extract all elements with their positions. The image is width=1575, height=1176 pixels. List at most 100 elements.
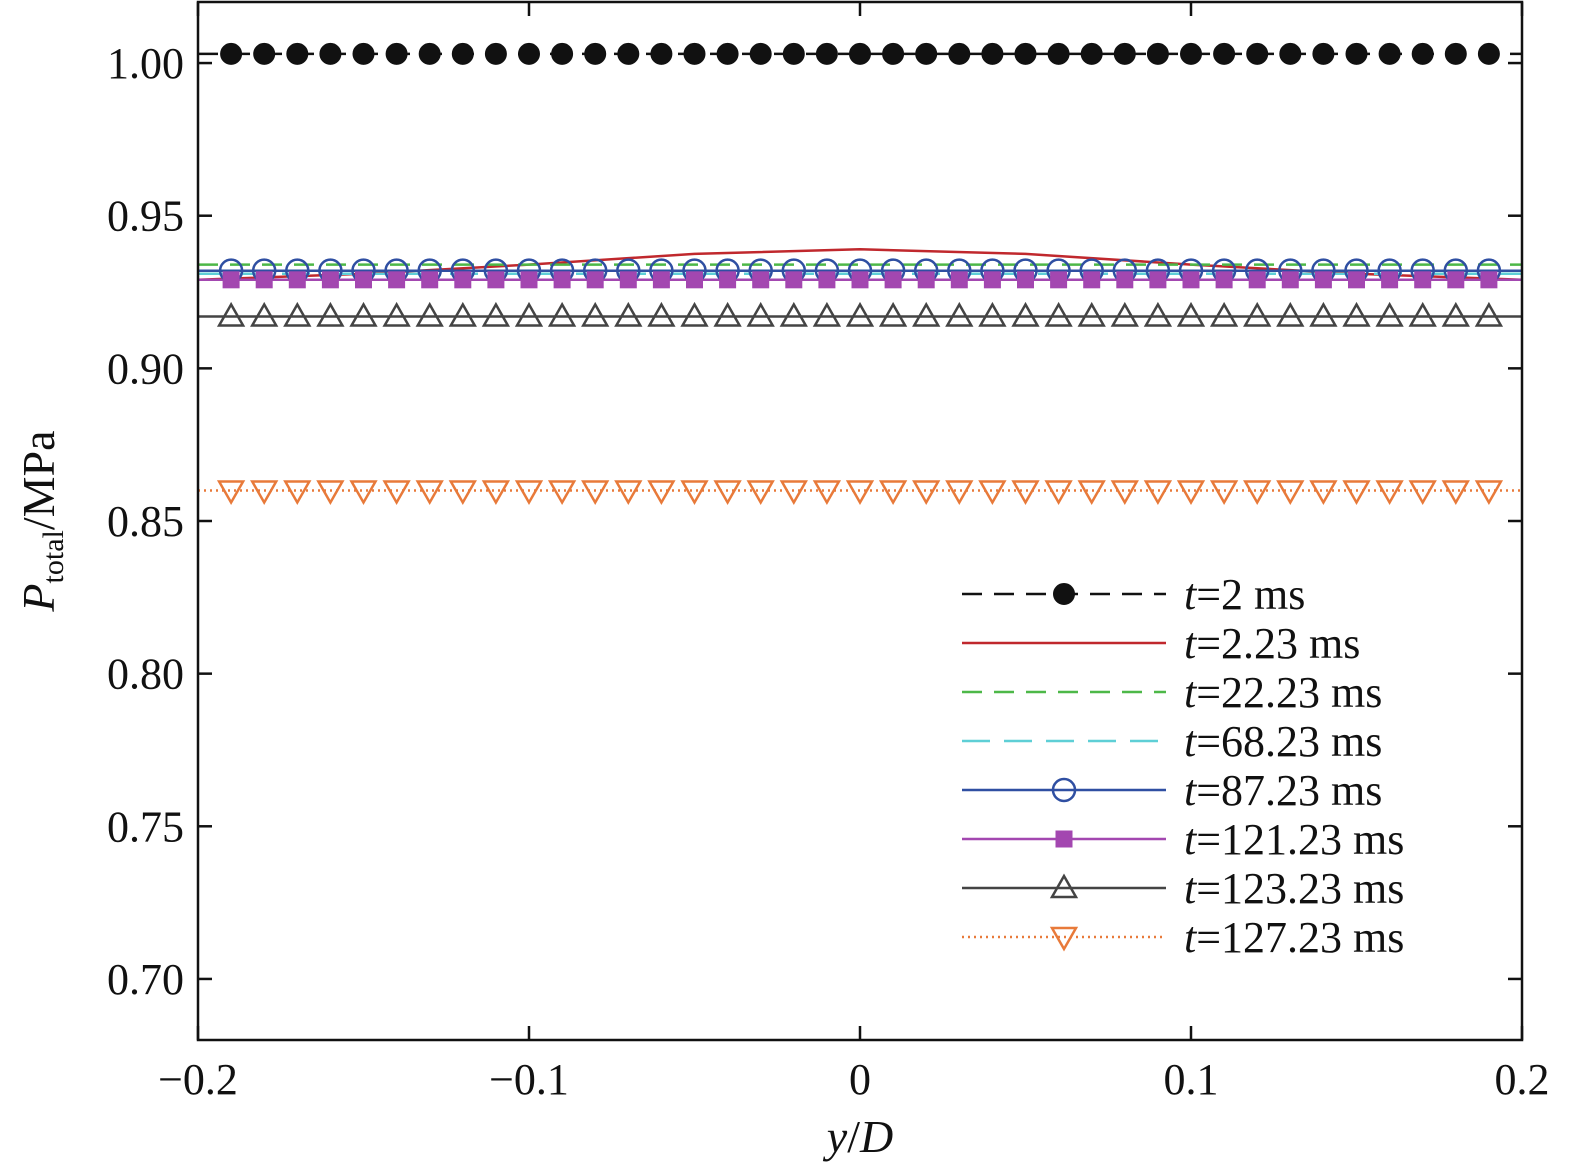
series-point bbox=[746, 480, 775, 505]
series-point bbox=[915, 42, 938, 65]
y-tick-label: 0.75 bbox=[107, 802, 184, 851]
series-point bbox=[1279, 42, 1302, 65]
series-point bbox=[321, 271, 339, 289]
series-point bbox=[1477, 42, 1500, 65]
series-point bbox=[1411, 42, 1434, 65]
legend-label-text: =123.23 ms bbox=[1196, 864, 1404, 913]
series-point bbox=[686, 271, 703, 289]
y-tick-label: 0.95 bbox=[107, 192, 184, 241]
series-point bbox=[1176, 301, 1206, 327]
series-point bbox=[779, 301, 808, 327]
series-point bbox=[1342, 301, 1371, 327]
series-point bbox=[481, 480, 511, 505]
series-point bbox=[912, 301, 941, 327]
y-tick-label: 0.90 bbox=[107, 344, 184, 393]
series-point bbox=[1314, 271, 1332, 289]
series-point bbox=[713, 480, 742, 505]
series-point bbox=[1378, 42, 1401, 65]
series-point bbox=[1375, 301, 1404, 327]
y-axis-label: Ptotal/MPa bbox=[13, 430, 70, 612]
series-point bbox=[779, 480, 808, 505]
x-tick-label: −0.2 bbox=[158, 1055, 238, 1104]
series-point bbox=[547, 480, 577, 505]
series-point bbox=[683, 42, 706, 65]
series-point bbox=[1342, 480, 1371, 505]
series-point bbox=[948, 42, 971, 65]
series-point bbox=[1248, 271, 1266, 289]
series-point bbox=[785, 271, 803, 289]
series-point bbox=[518, 42, 540, 65]
legend-label-var: t bbox=[1184, 864, 1198, 913]
y-axis-label-var: P bbox=[13, 583, 64, 612]
axis-ticks: −0.2 −0.1 0 0.1 0.2 0.70 0.75 0.80 0.85 0.90 0.95 1… bbox=[107, 2, 1550, 1104]
series-point bbox=[782, 42, 805, 65]
series-point bbox=[1113, 42, 1136, 65]
series-point bbox=[815, 42, 838, 65]
series-point bbox=[421, 271, 439, 289]
series-point bbox=[222, 271, 240, 289]
series-point bbox=[1011, 480, 1040, 505]
series-markers-7 bbox=[216, 480, 1504, 505]
series-point bbox=[1348, 271, 1365, 289]
series-point bbox=[355, 271, 372, 289]
series-point bbox=[1246, 42, 1269, 65]
legend-label-var: t bbox=[1184, 815, 1198, 864]
legend-label-var: t bbox=[1184, 570, 1198, 619]
series-point bbox=[216, 480, 246, 505]
series-point bbox=[851, 271, 869, 289]
series-point bbox=[1143, 480, 1173, 505]
series-point bbox=[1474, 480, 1504, 505]
series-point bbox=[978, 301, 1007, 327]
series-point bbox=[884, 271, 902, 289]
series-point bbox=[316, 480, 345, 505]
series-point bbox=[1408, 480, 1437, 505]
series-point bbox=[1345, 42, 1368, 65]
x-axis-label-slash: / bbox=[847, 1111, 860, 1162]
series-point bbox=[514, 480, 544, 505]
series-point bbox=[382, 480, 411, 505]
series-point bbox=[647, 480, 676, 505]
series-point bbox=[1083, 271, 1101, 289]
series-point bbox=[1176, 480, 1206, 505]
x-axis-label: y/D bbox=[823, 1111, 893, 1162]
series-point bbox=[882, 42, 905, 65]
series-point bbox=[481, 301, 511, 327]
plot-markers bbox=[216, 42, 1504, 505]
series-point bbox=[845, 480, 875, 505]
legend-label: t=68.23 ms bbox=[1184, 717, 1382, 766]
legend: t=2 mst=2.23 mst=22.23 mst=68.23 mst=87.… bbox=[962, 570, 1404, 962]
series-point bbox=[1110, 301, 1139, 327]
x-tick-label: 0.2 bbox=[1495, 1055, 1550, 1104]
series-point bbox=[746, 301, 775, 327]
series-point bbox=[749, 42, 772, 65]
legend-label-var: t bbox=[1184, 913, 1198, 962]
series-point bbox=[255, 271, 273, 289]
legend-label: t=123.23 ms bbox=[1184, 864, 1404, 913]
series-point bbox=[1309, 480, 1338, 505]
series-point bbox=[1243, 301, 1272, 327]
series-point bbox=[1116, 271, 1134, 289]
y-tick-label: 0.80 bbox=[107, 650, 184, 699]
series-point bbox=[349, 480, 378, 505]
legend-label-var: t bbox=[1184, 766, 1198, 815]
series-point bbox=[250, 480, 279, 505]
series-point bbox=[448, 301, 477, 327]
series-point bbox=[454, 271, 472, 289]
series-point bbox=[520, 271, 538, 289]
series-point bbox=[716, 42, 739, 65]
legend-label: t=22.23 ms bbox=[1184, 668, 1382, 717]
series-point bbox=[1080, 42, 1103, 65]
series-point bbox=[752, 271, 770, 289]
series-point bbox=[547, 301, 577, 327]
series-point bbox=[487, 271, 505, 289]
series-point bbox=[1408, 301, 1437, 327]
series-point bbox=[1110, 480, 1139, 505]
legend-entry: t=123.23 ms bbox=[962, 864, 1404, 913]
x-axis-label-den: D bbox=[859, 1111, 893, 1162]
series-point bbox=[1309, 301, 1338, 327]
series-point bbox=[981, 42, 1004, 65]
series-point bbox=[1375, 480, 1404, 505]
series-point bbox=[553, 271, 571, 289]
y-tick-label: 0.70 bbox=[107, 955, 184, 1004]
series-point bbox=[1182, 271, 1200, 289]
